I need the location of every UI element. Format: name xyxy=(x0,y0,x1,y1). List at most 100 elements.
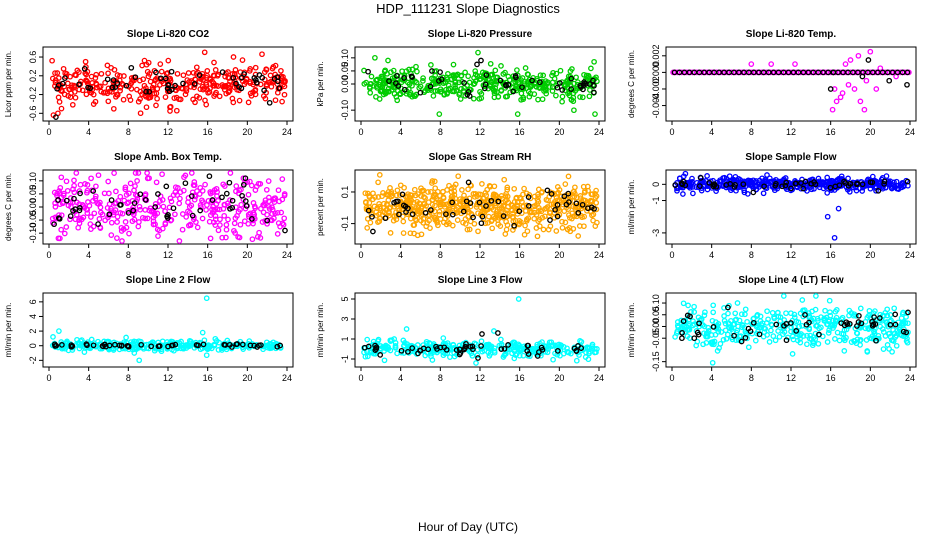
data-point xyxy=(511,222,517,229)
data-point xyxy=(721,317,728,324)
data-point xyxy=(408,73,415,80)
data-point xyxy=(709,359,716,366)
x-tick-label: 20 xyxy=(554,373,564,383)
data-point xyxy=(232,67,239,73)
data-point xyxy=(591,89,597,96)
data-point xyxy=(78,216,85,223)
data-point xyxy=(217,222,223,228)
data-point xyxy=(60,192,67,199)
data-point xyxy=(199,197,205,204)
data-point xyxy=(76,86,83,93)
data-point xyxy=(680,191,686,197)
data-point xyxy=(544,187,551,194)
data-point xyxy=(502,198,509,204)
x-tick-label: 8 xyxy=(126,250,131,260)
data-point xyxy=(148,343,155,350)
data-point xyxy=(440,335,447,341)
series-line3 xyxy=(361,296,600,366)
data-point xyxy=(539,214,546,221)
data-point xyxy=(676,175,683,182)
data-point xyxy=(56,328,62,334)
data-point xyxy=(832,183,839,190)
data-point xyxy=(146,207,153,214)
data-point xyxy=(592,223,599,229)
data-point xyxy=(876,315,883,321)
data-point xyxy=(63,224,70,230)
data-point xyxy=(172,211,178,218)
data-point xyxy=(154,95,160,102)
data-point xyxy=(229,344,235,350)
data-point xyxy=(432,191,439,198)
data-point xyxy=(804,341,810,348)
data-point xyxy=(162,208,168,215)
data-point xyxy=(518,96,524,103)
data-point xyxy=(461,346,467,353)
data-point xyxy=(224,337,231,344)
data-point xyxy=(142,196,149,203)
data-point xyxy=(132,183,138,189)
data-point xyxy=(199,215,206,222)
data-point xyxy=(131,350,138,356)
data-point xyxy=(76,340,83,347)
data-point xyxy=(136,203,143,210)
data-point xyxy=(372,194,378,200)
data-point xyxy=(270,196,277,203)
data-point xyxy=(588,191,595,198)
data-point xyxy=(126,230,132,237)
data-point xyxy=(478,338,485,345)
data-point xyxy=(114,235,120,241)
data-point xyxy=(230,54,237,60)
data-point xyxy=(462,343,469,350)
data-point xyxy=(710,302,717,309)
data-point xyxy=(558,342,565,349)
y-axis-label: ml/min per min. xyxy=(4,303,13,358)
data-point xyxy=(122,184,129,191)
data-point xyxy=(387,230,394,236)
data-point xyxy=(180,80,186,87)
data-point xyxy=(806,319,812,326)
data-point xyxy=(454,217,461,223)
data-point xyxy=(831,322,838,329)
data-point xyxy=(580,183,587,190)
data-point xyxy=(364,225,371,231)
data-point xyxy=(147,78,154,85)
data-point xyxy=(538,189,545,196)
data-point xyxy=(267,72,274,79)
data-point xyxy=(420,215,427,222)
data-point xyxy=(76,220,83,227)
data-point xyxy=(460,208,467,215)
data-point xyxy=(159,171,165,178)
data-point xyxy=(485,349,492,356)
data-point xyxy=(186,209,193,216)
data-point xyxy=(214,206,221,213)
data-point xyxy=(108,64,114,71)
data-point xyxy=(426,217,432,224)
data-point xyxy=(247,80,254,87)
data-point xyxy=(239,57,246,63)
y-tick-label: 0 xyxy=(28,343,38,348)
data-point xyxy=(877,311,884,318)
data-point xyxy=(121,73,127,79)
data-point xyxy=(263,66,270,73)
data-point xyxy=(825,330,832,336)
data-point xyxy=(420,78,426,84)
data-point xyxy=(725,320,732,327)
data-point xyxy=(376,172,383,178)
data-point xyxy=(832,317,839,324)
data-point xyxy=(61,230,68,237)
data-point xyxy=(437,192,443,199)
data-point xyxy=(211,73,218,79)
data-point xyxy=(122,186,129,193)
data-point xyxy=(193,70,200,77)
y-tick-label: 6 xyxy=(28,299,38,304)
data-point xyxy=(525,351,532,357)
data-point xyxy=(544,349,551,356)
data-point xyxy=(71,182,77,189)
x-tick-label: 0 xyxy=(46,250,51,260)
data-point xyxy=(52,70,58,76)
data-point xyxy=(185,70,192,76)
data-point xyxy=(197,207,204,214)
data-point xyxy=(717,340,724,347)
data-point xyxy=(392,339,399,346)
data-point xyxy=(261,87,267,94)
